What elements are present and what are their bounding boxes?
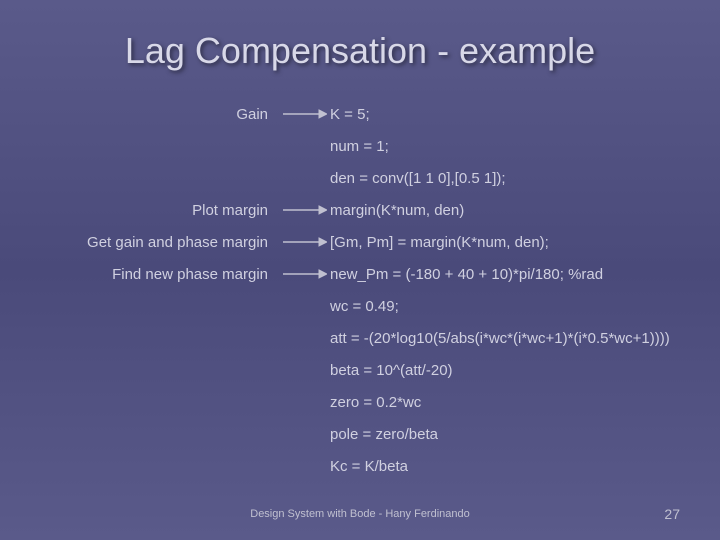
arrow-icon xyxy=(283,268,327,280)
slide: Lag Compensation - example Gain K = 5; n… xyxy=(0,0,720,540)
arrow-cell xyxy=(280,204,330,216)
arrow-cell xyxy=(280,108,330,120)
content-row: den = conv([1 1 0],[0.5 1]); xyxy=(40,166,680,190)
code-line: att = -(20*log10(5/abs(i*wc*(i*wc+1)*(i*… xyxy=(330,330,670,347)
code-line: beta = 10^(att/-20) xyxy=(330,362,453,379)
code-line: num = 1; xyxy=(330,138,389,155)
code-line: zero = 0.2*wc xyxy=(330,394,421,411)
content-row: beta = 10^(att/-20) xyxy=(40,358,680,382)
content-row: Plot margin margin(K*num, den) xyxy=(40,198,680,222)
content-row: Gain K = 5; xyxy=(40,102,680,126)
code-line: wc = 0.49; xyxy=(330,298,399,315)
arrow-cell xyxy=(280,268,330,280)
code-line: K = 5; xyxy=(330,106,370,123)
content-row: num = 1; xyxy=(40,134,680,158)
content-row: wc = 0.49; xyxy=(40,294,680,318)
slide-content: Gain K = 5; num = 1; den = conv([1 1 0],… xyxy=(40,102,680,478)
step-label: Find new phase margin xyxy=(40,266,280,283)
code-line: margin(K*num, den) xyxy=(330,202,464,219)
content-row: zero = 0.2*wc xyxy=(40,390,680,414)
arrow-icon xyxy=(283,108,327,120)
step-label: Plot margin xyxy=(40,202,280,219)
content-row: pole = zero/beta xyxy=(40,422,680,446)
footer-text: Design System with Bode - Hany Ferdinand… xyxy=(0,508,720,520)
code-line: new_Pm = (-180 + 40 + 10)*pi/180; %rad xyxy=(330,266,603,283)
slide-title: Lag Compensation - example xyxy=(40,30,680,72)
content-row: att = -(20*log10(5/abs(i*wc*(i*wc+1)*(i*… xyxy=(40,326,680,350)
step-label: Gain xyxy=(40,106,280,123)
code-line: pole = zero/beta xyxy=(330,426,438,443)
arrow-icon xyxy=(283,236,327,248)
content-row: Kc = K/beta xyxy=(40,454,680,478)
code-line: Kc = K/beta xyxy=(330,458,408,475)
step-label: Get gain and phase margin xyxy=(40,234,280,251)
code-line: den = conv([1 1 0],[0.5 1]); xyxy=(330,170,506,187)
arrow-icon xyxy=(283,204,327,216)
content-row: Find new phase margin new_Pm = (-180 + 4… xyxy=(40,262,680,286)
page-number: 27 xyxy=(664,506,680,522)
arrow-cell xyxy=(280,236,330,248)
content-row: Get gain and phase margin [Gm, Pm] = mar… xyxy=(40,230,680,254)
code-line: [Gm, Pm] = margin(K*num, den); xyxy=(330,234,549,251)
